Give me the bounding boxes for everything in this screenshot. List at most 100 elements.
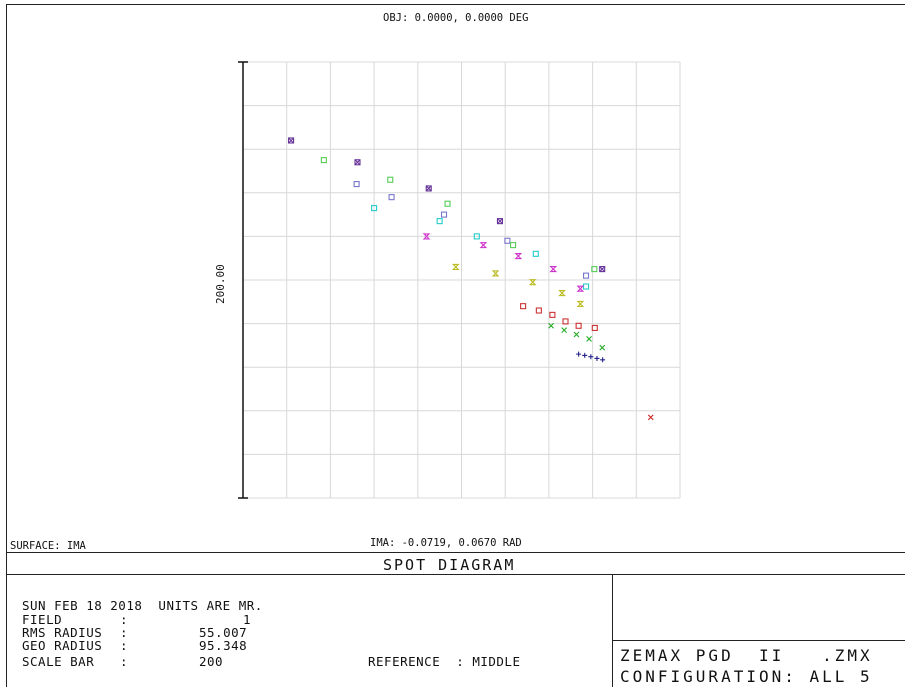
spot-point: [353, 181, 360, 188]
spot-point: [549, 266, 558, 273]
divider-top: [6, 552, 905, 553]
rms-radius-key: RMS RADIUS: [22, 625, 103, 640]
spot-square: [562, 318, 569, 325]
spot-point: [573, 331, 580, 338]
spot-square: [387, 176, 394, 183]
spot-point: [320, 157, 327, 164]
spot-x: [647, 414, 654, 421]
spot-point: [388, 194, 395, 201]
spot-square: [288, 137, 295, 144]
spot-point: [520, 303, 527, 310]
spot-series-1: [520, 303, 598, 332]
spot-square: [320, 157, 327, 164]
spot-hourglass: [558, 290, 566, 297]
spot-x: [573, 331, 580, 338]
scale-bar-label: 200.00: [214, 264, 227, 304]
divider-title: [6, 574, 905, 575]
scale-bar-value: 200: [199, 654, 224, 669]
spot-point: [532, 250, 539, 257]
divider-footer: [612, 640, 905, 641]
spot-series-9: [422, 233, 585, 292]
spot-point: [600, 357, 606, 363]
spot-point: [591, 324, 598, 332]
spot-series-10: [451, 263, 585, 308]
spot-hourglass: [576, 300, 585, 308]
spot-point: [594, 355, 600, 361]
spot-plus: [576, 351, 582, 357]
spot-square: [371, 205, 378, 212]
spot-point: [387, 176, 394, 183]
object-field-label: OBJ: 0.0000, 0.0000 DEG: [383, 12, 529, 24]
spot-point: [582, 352, 588, 358]
spot-point: [440, 211, 448, 218]
spot-square: [436, 218, 443, 225]
configuration-label: CONFIGURATION: ALL 5: [620, 667, 873, 686]
rms-radius-value: 55.007: [199, 625, 248, 640]
image-field-label: IMA: -0.0719, 0.0670 RAD: [370, 537, 522, 549]
spot-point: [599, 266, 606, 273]
spot-cross: [354, 159, 361, 166]
spot-square: [440, 211, 448, 218]
geo-radius-value: 95.348: [199, 638, 248, 653]
spot-point: [436, 218, 443, 225]
spot-point: [576, 300, 585, 308]
spot-series-5: [288, 137, 606, 273]
spot-point: [549, 311, 556, 318]
spot-point: [591, 266, 598, 273]
spot-series-7: [320, 157, 598, 273]
spot-point: [288, 137, 295, 144]
spot-point: [451, 263, 460, 270]
plot-grid: [242, 61, 681, 499]
spot-square: [575, 322, 582, 329]
spot-x: [599, 344, 606, 351]
spot-hourglass: [549, 266, 558, 273]
spot-point: [514, 252, 523, 260]
spot-plus: [600, 357, 606, 363]
program-name: ZEMAX PGD II .ZMX: [620, 646, 873, 665]
spot-point: [576, 285, 585, 292]
spot-series-8: [371, 205, 590, 290]
spot-point: [548, 322, 554, 329]
spot-point: [510, 242, 517, 249]
spot-plus: [588, 354, 594, 360]
spot-x: [586, 335, 592, 342]
spot-point: [491, 270, 500, 277]
spot-point: [535, 307, 542, 314]
spot-cross: [425, 185, 432, 192]
spot-series-2: [548, 322, 606, 351]
spot-point: [479, 242, 488, 249]
spot-square: [599, 266, 606, 273]
spot-square: [591, 324, 598, 332]
spot-square: [496, 218, 504, 225]
spot-series-3: [576, 351, 606, 363]
spot-square: [354, 159, 361, 166]
spot-x: [548, 322, 554, 329]
spot-point: [473, 233, 480, 240]
spot-point: [599, 344, 606, 351]
geo-radius-key: GEO RADIUS: [22, 638, 103, 653]
divider-vertical: [612, 574, 613, 687]
spot-square: [504, 237, 511, 244]
scale-bar-key: SCALE BAR: [22, 654, 95, 669]
plot-title: SPOT DIAGRAM: [383, 556, 516, 574]
scale-bar: [238, 61, 248, 499]
spot-series-4: [647, 414, 654, 421]
spot-square: [549, 311, 556, 318]
spot-square: [473, 233, 480, 240]
spot-point: [496, 218, 504, 225]
spot-cross: [497, 218, 503, 225]
spot-square: [535, 307, 542, 314]
spot-hourglass: [576, 285, 585, 292]
spot-hourglass: [528, 279, 537, 286]
spot-point: [582, 283, 590, 290]
spot-x: [561, 327, 568, 334]
spot-hourglass: [491, 270, 500, 277]
spot-point: [647, 414, 654, 421]
spot-point: [504, 237, 511, 244]
plot-frame: [6, 4, 905, 687]
surface-label: SURFACE: IMA: [10, 540, 86, 552]
spot-point: [582, 272, 590, 279]
spot-point: [354, 159, 361, 166]
spot-point: [562, 318, 569, 325]
